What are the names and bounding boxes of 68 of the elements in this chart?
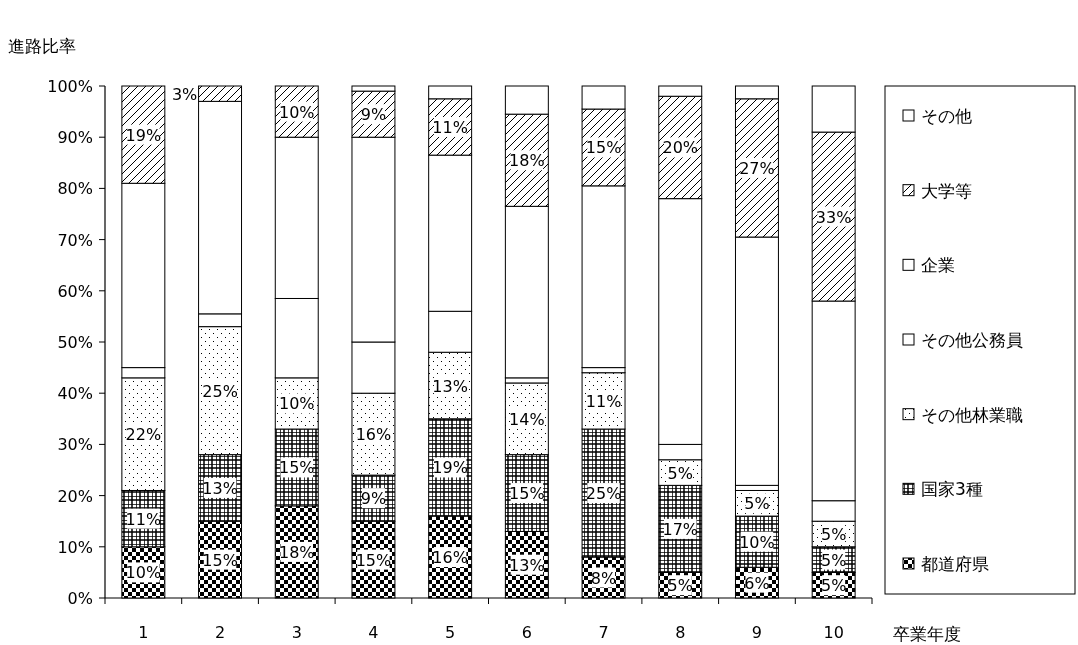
data-label: 13% <box>432 376 468 396</box>
data-label: 19% <box>432 458 468 478</box>
data-label: 10% <box>278 102 315 122</box>
legend-label: その他公務員 <box>921 330 1023 350</box>
data-label: 3% <box>171 84 198 104</box>
x-tick-label: 2 <box>214 623 226 642</box>
data-label: 10% <box>125 563 162 583</box>
y-tick-label: 0% <box>67 589 93 608</box>
data-label: 5% <box>820 525 847 544</box>
data-label: 15% <box>509 484 545 504</box>
data-label: 5% <box>820 576 847 596</box>
data-label: 5% <box>667 576 693 596</box>
data-label: 13% <box>202 478 238 498</box>
data-label: 22% <box>125 425 162 445</box>
legend-label: 国家3種 <box>921 479 983 500</box>
data-label: 11% <box>432 117 468 137</box>
data-label: 5% <box>744 494 770 514</box>
y-tick-label: 20% <box>57 486 93 506</box>
legend-label: 企業 <box>921 255 955 276</box>
x-tick-label: 9 <box>751 623 763 642</box>
data-label: 9% <box>360 489 387 509</box>
x-axis-title: 卒業年度 <box>893 624 961 644</box>
x-tick-label: 5 <box>445 623 456 642</box>
data-label: 14% <box>509 409 545 429</box>
y-tick-label: 100% <box>47 77 93 96</box>
data-label: 25% <box>202 381 238 401</box>
data-label: 13% <box>509 555 545 575</box>
y-tick-label: 90% <box>57 128 93 148</box>
y-tick-label: 60% <box>57 281 93 301</box>
data-label: 10% <box>739 532 775 552</box>
data-label: 33% <box>815 207 852 227</box>
data-label: 18% <box>509 151 545 171</box>
y-axis-title: 進路比率 <box>8 36 76 56</box>
y-tick-label: 70% <box>57 230 93 250</box>
x-tick-label: 4 <box>368 623 379 642</box>
data-label: 11% <box>585 391 622 411</box>
data-label: 18% <box>278 542 315 562</box>
data-label: 20% <box>662 138 699 158</box>
data-label: 5% <box>667 463 693 483</box>
data-label: 16% <box>432 548 468 568</box>
data-label: 15% <box>202 550 238 570</box>
data-label: 9% <box>360 105 387 125</box>
y-tick-label: 50% <box>57 333 93 352</box>
legend-label: 大学等 <box>921 180 972 201</box>
x-tick-label: 1 <box>138 623 149 642</box>
data-label: 8% <box>590 568 617 588</box>
data-label: 5% <box>820 550 847 570</box>
data-label: 17% <box>662 519 699 539</box>
x-tick-label: 10 <box>823 623 844 642</box>
y-tick-label: 40% <box>57 384 93 404</box>
data-label: 16% <box>355 425 392 445</box>
y-tick-label: 10% <box>57 537 93 557</box>
legend-label: 都道府県 <box>921 554 989 574</box>
data-label: 10% <box>278 394 315 414</box>
data-label: 6% <box>744 573 770 593</box>
y-tick-label: 80% <box>57 179 93 199</box>
data-label: 27% <box>739 158 775 178</box>
data-label: 19% <box>125 125 162 145</box>
x-tick-label: 7 <box>598 623 609 642</box>
data-label: 15% <box>585 138 622 158</box>
x-tick-label: 6 <box>521 623 532 642</box>
y-tick-label: 30% <box>57 435 93 455</box>
data-label: 15% <box>355 550 392 570</box>
x-tick-label: 8 <box>675 623 686 642</box>
legend-label: その他林業職 <box>921 404 1023 425</box>
x-tick-label: 3 <box>291 623 302 642</box>
data-label: 15% <box>278 458 315 478</box>
legend-label: その他 <box>921 106 972 126</box>
